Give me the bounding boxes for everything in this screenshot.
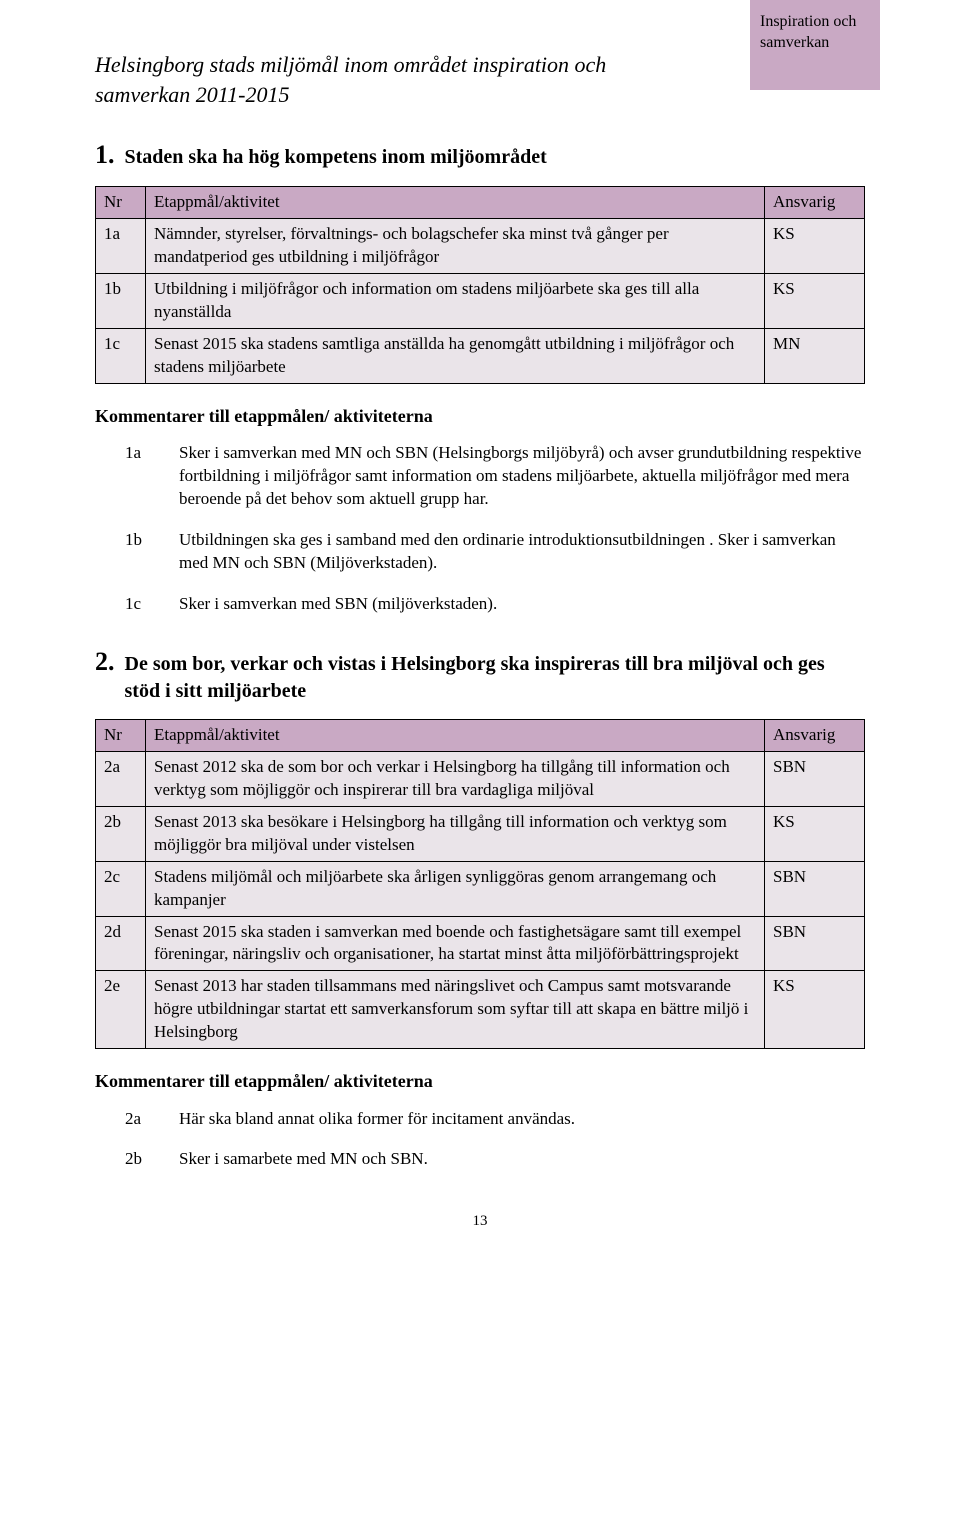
comment-id: 1a xyxy=(125,442,155,511)
comment-id: 2a xyxy=(125,1108,155,1131)
cell-activity: Senast 2013 ska besökare i Helsingborg h… xyxy=(146,806,765,861)
cell-responsible: SBN xyxy=(765,861,865,916)
col-ansv-header: Ansvarig xyxy=(765,719,865,751)
comment-text: Sker i samverkan med MN och SBN (Helsing… xyxy=(179,442,865,511)
cell-responsible: KS xyxy=(765,971,865,1049)
cell-nr: 2e xyxy=(96,971,146,1049)
section1-table: Nr Etappmål/aktivitet Ansvarig 1aNämnder… xyxy=(95,186,865,384)
comment-id: 1c xyxy=(125,593,155,616)
col-akt-header: Etappmål/aktivitet xyxy=(146,187,765,219)
section2-heading: 2. De som bor, verkar och vistas i Helsi… xyxy=(95,644,865,705)
table-row: 1cSenast 2015 ska stadens samtliga anstä… xyxy=(96,329,865,384)
comment-id: 1b xyxy=(125,529,155,575)
cell-nr: 1b xyxy=(96,274,146,329)
section1-comments-heading: Kommentarer till etappmålen/ aktiviteter… xyxy=(95,404,865,428)
cell-responsible: KS xyxy=(765,806,865,861)
cell-activity: Senast 2013 har staden tillsammans med n… xyxy=(146,971,765,1049)
col-akt-header: Etappmål/aktivitet xyxy=(146,719,765,751)
cell-activity: Stadens miljömål och miljöarbete ska årl… xyxy=(146,861,765,916)
col-nr-header: Nr xyxy=(96,187,146,219)
table-row: 1bUtbildning i miljöfrågor och informati… xyxy=(96,274,865,329)
section2-table: Nr Etappmål/aktivitet Ansvarig 2aSenast … xyxy=(95,719,865,1049)
section2-comments: 2a Här ska bland annat olika former för i… xyxy=(125,1108,865,1172)
page-number: 13 xyxy=(95,1211,865,1231)
comment-text: Sker i samverkan med SBN (miljöverkstade… xyxy=(179,593,865,616)
sidebar-tab-text: Inspiration och samverkan xyxy=(760,13,856,51)
comment-id: 2b xyxy=(125,1148,155,1171)
cell-responsible: SBN xyxy=(765,751,865,806)
sidebar-tab: Inspiration och samverkan xyxy=(750,0,880,90)
cell-nr: 2c xyxy=(96,861,146,916)
cell-activity: Senast 2015 ska staden i samverkan med b… xyxy=(146,916,765,971)
table-row: 2bSenast 2013 ska besökare i Helsingborg… xyxy=(96,806,865,861)
cell-responsible: KS xyxy=(765,219,865,274)
section1-heading-text: Staden ska ha hög kompetens inom miljöom… xyxy=(125,144,547,171)
cell-activity: Utbildning i miljöfrågor och information… xyxy=(146,274,765,329)
cell-responsible: MN xyxy=(765,329,865,384)
table-row: 2cStadens miljömål och miljöarbete ska å… xyxy=(96,861,865,916)
comment-text: Här ska bland annat olika former för inc… xyxy=(179,1108,865,1131)
section2-num: 2. xyxy=(95,644,115,679)
comment-row: 1b Utbildningen ska ges i samband med den… xyxy=(125,529,865,575)
table-row: 2eSenast 2013 har staden tillsammans med… xyxy=(96,971,865,1049)
cell-nr: 1c xyxy=(96,329,146,384)
cell-nr: 2b xyxy=(96,806,146,861)
comment-text: Sker i samarbete med MN och SBN. xyxy=(179,1148,865,1171)
cell-responsible: SBN xyxy=(765,916,865,971)
comment-row: 1a Sker i samverkan med MN och SBN (Helsi… xyxy=(125,442,865,511)
cell-nr: 2d xyxy=(96,916,146,971)
col-ansv-header: Ansvarig xyxy=(765,187,865,219)
cell-responsible: KS xyxy=(765,274,865,329)
section1-comments: 1a Sker i samverkan med MN och SBN (Helsi… xyxy=(125,442,865,616)
cell-nr: 2a xyxy=(96,751,146,806)
cell-nr: 1a xyxy=(96,219,146,274)
comment-text: Utbildningen ska ges i samband med den o… xyxy=(179,529,865,575)
section2-comments-heading: Kommentarer till etappmålen/ aktiviteter… xyxy=(95,1069,865,1093)
comment-row: 2b Sker i samarbete med MN och SBN. xyxy=(125,1148,865,1171)
col-nr-header: Nr xyxy=(96,719,146,751)
cell-activity: Senast 2015 ska stadens samtliga anställ… xyxy=(146,329,765,384)
table-row: 2dSenast 2015 ska staden i samverkan med… xyxy=(96,916,865,971)
table-row: 1aNämnder, styrelser, förvaltnings- och … xyxy=(96,219,865,274)
comment-row: 2a Här ska bland annat olika former för i… xyxy=(125,1108,865,1131)
section2-heading-text: De som bor, verkar och vistas i Helsingb… xyxy=(125,651,866,705)
cell-activity: Nämnder, styrelser, förvaltnings- och bo… xyxy=(146,219,765,274)
table-row: 2aSenast 2012 ska de som bor och verkar … xyxy=(96,751,865,806)
section-title: Helsingborg stads miljömål inom området … xyxy=(95,50,655,109)
section1-heading: 1. Staden ska ha hög kompetens inom milj… xyxy=(95,137,865,172)
section1-num: 1. xyxy=(95,137,115,172)
cell-activity: Senast 2012 ska de som bor och verkar i … xyxy=(146,751,765,806)
comment-row: 1c Sker i samverkan med SBN (miljöverksta… xyxy=(125,593,865,616)
